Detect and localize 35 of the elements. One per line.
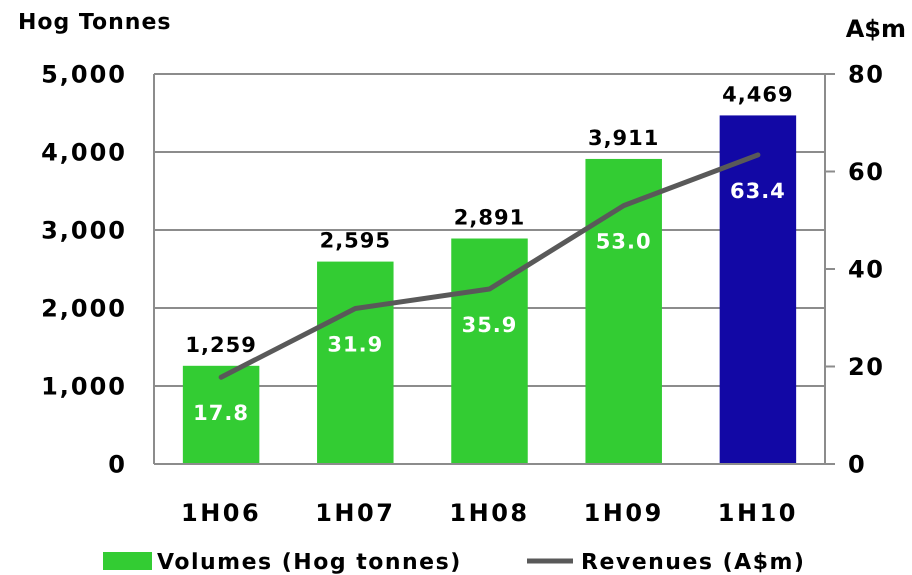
y2-tick-label: 20 — [848, 353, 884, 382]
y-axis-title: Hog Tonnes — [18, 10, 172, 35]
bar — [317, 262, 394, 464]
data-label: 53.0 — [596, 230, 652, 254]
data-label: 63.4 — [730, 178, 786, 203]
y2-tick-label: 60 — [848, 158, 884, 186]
x-tick-label: 1H09 — [584, 499, 664, 527]
bar — [182, 366, 260, 464]
x-tick-label: 1H06 — [181, 499, 262, 527]
bar — [585, 158, 662, 464]
y-tick-label: 3,000 — [41, 216, 127, 245]
y2-tick-label: 40 — [848, 256, 884, 284]
data-label: 17.8 — [193, 401, 250, 426]
data-label: 31.9 — [327, 332, 384, 356]
y-tick-label: 5,000 — [41, 60, 127, 89]
legend-label: Volumes (Hog tonnes) — [157, 550, 462, 575]
bar — [720, 115, 796, 464]
y2-tick-label: 0 — [848, 450, 866, 479]
y-tick-label: 0 — [108, 450, 127, 479]
x-tick-label: 1H10 — [718, 499, 798, 527]
data-label: 1,259 — [185, 332, 257, 357]
y2-tick-label: 80 — [848, 60, 884, 89]
data-label: 2,595 — [320, 228, 392, 253]
y-tick-label: 1,000 — [41, 372, 127, 401]
legend-label: Revenues (A$m) — [581, 550, 806, 575]
y-tick-label: 2,000 — [41, 294, 127, 323]
x-tick-label: 1H08 — [449, 499, 530, 527]
data-label: 2,891 — [454, 206, 526, 230]
x-tick-label: 1H07 — [315, 499, 396, 527]
data-label: 4,469 — [722, 82, 794, 106]
data-label: 3,911 — [588, 126, 660, 150]
data-label: 35.9 — [462, 312, 518, 337]
bar — [451, 238, 528, 464]
y2-axis-title: A$m — [846, 15, 906, 43]
y-tick-label: 4,000 — [41, 138, 127, 167]
